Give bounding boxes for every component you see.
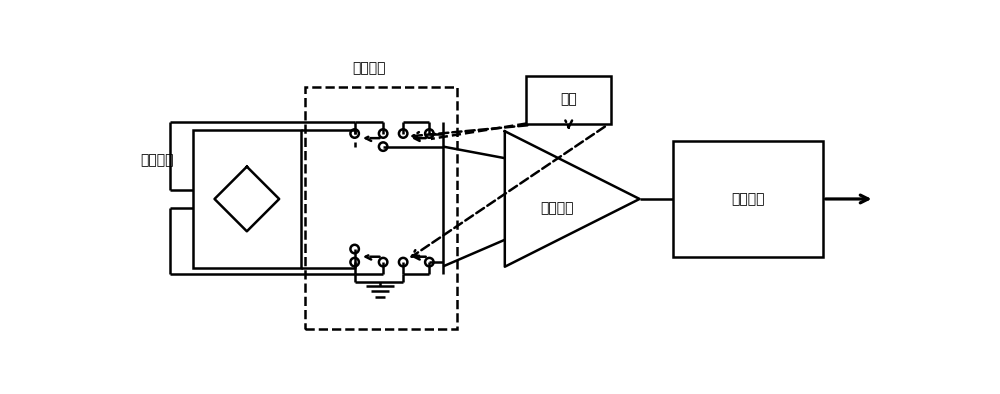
Text: 斬波运放: 斬波运放 <box>540 201 574 215</box>
Text: 时钟: 时钟 <box>560 93 577 107</box>
Text: 震尔元件: 震尔元件 <box>140 154 174 167</box>
Bar <box>673 141 823 257</box>
Bar <box>193 130 301 268</box>
Bar <box>526 76 611 123</box>
Text: 滤波电路: 滤波电路 <box>731 192 764 206</box>
Bar <box>305 87 457 329</box>
Text: 调制电路: 调制电路 <box>353 61 386 75</box>
